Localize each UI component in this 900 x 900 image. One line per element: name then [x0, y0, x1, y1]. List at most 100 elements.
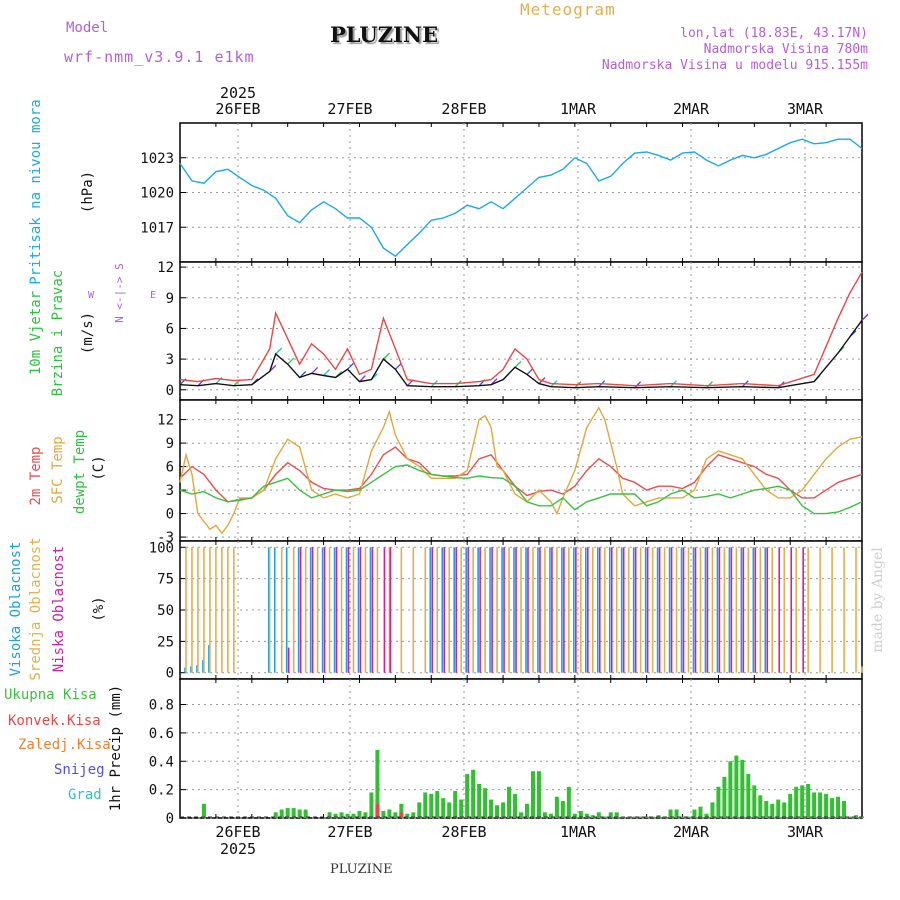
- bar-srednja: [424, 547, 427, 673]
- bar-niska: [802, 547, 804, 673]
- series-line-pressure: [179, 138, 863, 258]
- bar-visoka: [477, 547, 479, 673]
- bar-srednja: [496, 547, 498, 673]
- bar-ukupnakisa: [297, 809, 302, 818]
- bar-niska: [610, 547, 613, 673]
- panel-cloudiness: 0 25 50 75 100: [149, 540, 863, 682]
- wind-arrow: [347, 362, 354, 370]
- top-date-label: 28FEB: [441, 100, 486, 118]
- bar-visoka: [716, 547, 719, 673]
- bar-visoka: [357, 547, 360, 673]
- bar-srednja: [268, 547, 271, 673]
- bar-srednja: [280, 547, 283, 673]
- bar-srednja: [556, 547, 558, 673]
- bar-srednja: [759, 547, 762, 673]
- wind-arrow: [359, 375, 366, 383]
- bar-srednja: [364, 547, 367, 673]
- bar-srednja: [807, 547, 809, 673]
- bar-srednja: [191, 547, 193, 673]
- y-tick-label: 1020: [140, 186, 174, 202]
- bottom-date-label: 1MAR: [560, 823, 597, 841]
- bar-visoka: [184, 667, 186, 673]
- bar-ukupnakisa: [572, 813, 577, 818]
- bottom-date-label: 26FEB: [215, 823, 260, 841]
- bar-ukupnakisa: [542, 812, 547, 818]
- bar-srednja: [532, 547, 534, 673]
- bar-ukupnakisa: [507, 786, 512, 818]
- bar-ukupnakisa: [483, 788, 488, 818]
- cloud-ylabel-mid: Srednja Oblacnost: [28, 537, 44, 680]
- wind-compass-e: E: [150, 290, 156, 301]
- bar-srednja: [215, 547, 217, 673]
- bar-srednja: [292, 547, 295, 673]
- model-label: Model: [66, 20, 109, 36]
- bar-ukupnakisa: [638, 816, 643, 818]
- bar-ukupnakisa: [632, 816, 637, 818]
- bar-visoka: [321, 547, 324, 673]
- bar-srednja: [819, 547, 821, 673]
- bar-srednja: [568, 547, 570, 673]
- series-line-2m-temp: [179, 446, 863, 503]
- legend-freezing: Zaledj.Kisa: [18, 737, 111, 753]
- bar-niska: [634, 547, 637, 673]
- bar-ukupnakisa: [566, 786, 571, 818]
- bar-srednja: [723, 547, 726, 673]
- bar-ukupnakisa: [806, 783, 811, 818]
- bar-srednja: [221, 547, 223, 673]
- bar-ukupnakisa: [351, 813, 356, 818]
- bar-visoka: [680, 547, 683, 673]
- pressure-unit: (hPa): [80, 171, 96, 213]
- bar-ukupnakisa: [363, 812, 368, 818]
- bar-niska: [778, 547, 781, 673]
- bar-niska: [359, 547, 362, 673]
- bar-visoka: [692, 547, 695, 673]
- bar-niska: [551, 547, 553, 673]
- bar-srednja: [316, 547, 319, 673]
- bar-ukupnakisa: [530, 771, 535, 818]
- top-date-label: 27FEB: [327, 100, 372, 118]
- wind-arrow: [287, 357, 295, 365]
- bar-ukupnakisa: [429, 793, 434, 818]
- bar-ukupnakisa: [435, 791, 440, 818]
- bar-srednja: [639, 547, 642, 673]
- bar-visoka: [740, 547, 743, 673]
- bar-ukupnakisa: [704, 813, 709, 818]
- wind-arrow: [634, 381, 642, 389]
- bar-ukupnakisa: [836, 796, 841, 818]
- y-tick-label: 9: [166, 291, 174, 307]
- bar-srednja: [388, 547, 391, 673]
- bar-visoka: [489, 547, 491, 673]
- bar-ukupnakisa: [764, 800, 769, 818]
- bar-niska: [742, 547, 745, 673]
- bar-srednja: [448, 547, 451, 673]
- bar-visoka: [513, 547, 515, 673]
- bar-ukupnakisa: [375, 749, 380, 818]
- footer-station: PLUZINE: [330, 862, 393, 877]
- bar-visoka: [333, 547, 336, 673]
- panel-precipitation: 0 0.2 0.4 0.6 0.8: [149, 678, 864, 827]
- bar-ukupnakisa: [459, 799, 464, 818]
- bar-ukupnakisa: [590, 815, 595, 818]
- y-tick-label: 6: [166, 321, 174, 337]
- bar-srednja: [520, 547, 522, 673]
- bar-ukupnakisa: [722, 776, 727, 818]
- bar-srednja: [771, 547, 774, 673]
- bar-ukupnakisa: [387, 809, 392, 818]
- bar-ukupnakisa: [333, 813, 338, 818]
- wind-compass-ns: N <-|-> S: [113, 263, 126, 323]
- bar-ukupnakisa: [578, 810, 583, 818]
- bar-srednja: [687, 547, 690, 673]
- y-tick-label: 0: [166, 666, 174, 682]
- y-tick-label: 0: [166, 383, 174, 399]
- bar-niska: [622, 547, 625, 673]
- bar-niska: [491, 547, 493, 673]
- meteogram-label: Meteogram: [520, 0, 616, 19]
- wind-ylabel-sub: Brzina i Pravac: [50, 270, 66, 396]
- bar-ukupnakisa: [776, 799, 781, 818]
- y-tick-label: 3: [166, 483, 174, 499]
- bar-ukupnakisa: [519, 812, 523, 818]
- temp-ylabel-sfc: SFC Temp: [50, 436, 66, 503]
- bar-ukupnakisa: [447, 802, 452, 818]
- bar-ukupnakisa: [830, 798, 835, 818]
- bar-srednja: [783, 547, 786, 673]
